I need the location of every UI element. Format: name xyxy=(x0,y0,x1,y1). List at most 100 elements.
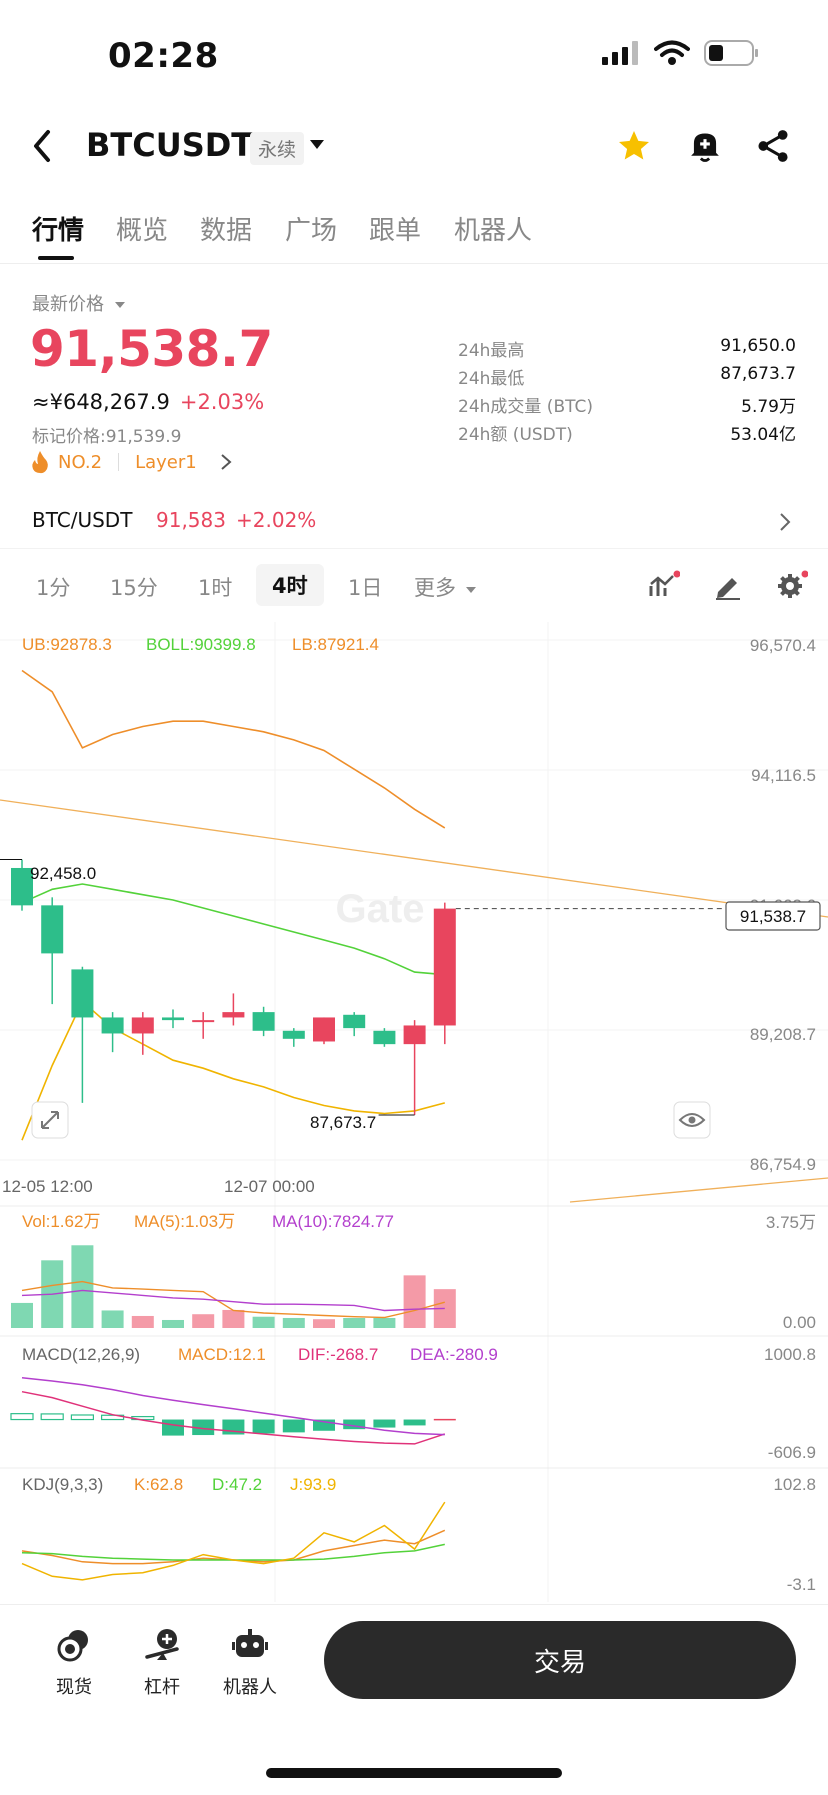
latest-price-label: 最新价格 xyxy=(32,294,104,315)
macd-histogram-bar xyxy=(403,1419,426,1426)
favorite-star-icon[interactable] xyxy=(616,128,652,164)
macd-histogram-bar xyxy=(192,1419,215,1436)
volume-tick: 0.00 xyxy=(783,1313,816,1332)
price-tick: 94,116.5 xyxy=(751,766,816,785)
robot-icon xyxy=(232,1629,268,1657)
kdj-j-legend: J:93.9 xyxy=(290,1475,336,1494)
macd-histogram-bar xyxy=(282,1419,305,1433)
latest-price-selector[interactable]: 最新价格 xyxy=(32,290,126,316)
tab-overview[interactable]: 概览 xyxy=(116,216,169,246)
tab-data[interactable]: 数据 xyxy=(200,216,253,246)
spot-entry[interactable]: 现货 xyxy=(34,1623,114,1699)
macd-histogram-bar xyxy=(373,1419,396,1428)
kdj-d-line xyxy=(21,1543,445,1561)
spot-pair-name: BTC/USDT xyxy=(32,508,133,532)
volume-bar xyxy=(373,1317,396,1328)
fullscreen-button[interactable] xyxy=(31,1101,69,1139)
boll-mid-line xyxy=(21,883,445,976)
sector-tag: Layer1 xyxy=(135,451,197,473)
trade-button[interactable]: 交易 xyxy=(324,1621,796,1699)
tab-market[interactable]: 行情 xyxy=(32,216,85,246)
tab-copy-trading[interactable]: 跟单 xyxy=(369,216,422,246)
kdj-tick: 102.8 xyxy=(773,1475,816,1494)
candle-body xyxy=(433,908,456,1026)
interval-1h[interactable]: 1时 xyxy=(198,576,233,600)
volume-bar xyxy=(252,1316,275,1328)
macd-histogram-bar xyxy=(313,1419,335,1431)
volume-bar xyxy=(11,1302,33,1328)
price-tick: 86,754.9 xyxy=(750,1155,816,1174)
candle-body xyxy=(403,1025,426,1045)
boll-upper-legend: UB:92878.3 xyxy=(22,635,112,654)
interval-4h[interactable]: 4时 xyxy=(256,564,324,606)
margin-entry[interactable]: 杠杆 xyxy=(122,1623,202,1699)
candle-body xyxy=(252,1012,275,1031)
volume-tick: 3.75万 xyxy=(766,1213,816,1232)
chevron-right-icon xyxy=(780,513,791,531)
volume-bar xyxy=(192,1314,215,1328)
macd-histogram-bar xyxy=(10,1413,34,1421)
spot-pair-link[interactable]: BTC/USDT 91,583 +2.02% xyxy=(0,500,828,544)
candle-body xyxy=(131,1017,154,1034)
last-price-tag xyxy=(725,901,821,931)
macd-dif-line xyxy=(21,1390,446,1445)
kline-chart[interactable]: Gate UB:92878.3 BOLL:90399.8 LB:87921.4 … xyxy=(0,622,828,1602)
candle-body xyxy=(343,1014,366,1029)
price-tick: 96,570.4 xyxy=(750,636,816,655)
macd-histogram-bar xyxy=(433,1418,456,1421)
home-indicator xyxy=(266,1768,562,1778)
stat-24h-low: 24h最低 87,673.7 xyxy=(458,364,796,389)
interval-15m[interactable]: 15分 xyxy=(110,576,158,600)
fire-icon xyxy=(32,451,48,474)
bot-entry[interactable]: 机器人 xyxy=(210,1623,290,1699)
stat-24h-high: 24h最高 91,650.0 xyxy=(458,336,796,361)
interval-1m[interactable]: 1分 xyxy=(36,576,71,600)
volume-bar xyxy=(282,1317,305,1328)
leverage-label: 杠杆 xyxy=(144,1677,180,1698)
cny-price-row: ≈¥648,267.9 +2.03% xyxy=(32,390,264,414)
share-icon[interactable] xyxy=(756,128,790,164)
macd-histogram-bar xyxy=(70,1414,95,1421)
rank-row[interactable]: NO.2 Layer1 xyxy=(30,450,233,474)
chart-settings-icon[interactable] xyxy=(776,570,808,600)
interval-more-label: 更多 xyxy=(414,576,456,600)
indicators-icon[interactable] xyxy=(648,570,680,600)
spot-price: 91,583 xyxy=(156,508,226,532)
kdj-k-line xyxy=(21,1529,446,1565)
trend-line xyxy=(569,1177,828,1203)
macd-legend: MACD(12,26,9) xyxy=(22,1345,140,1364)
macd-histogram-bar xyxy=(252,1419,275,1434)
bottom-action-bar: 现货 杠杆 机器人 交易 xyxy=(0,1604,828,1722)
kline-chart-area[interactable]: Gate UB:92878.3 BOLL:90399.8 LB:87921.4 … xyxy=(0,622,828,1602)
high-price-label: 92,458.0 xyxy=(30,864,96,883)
tab-square[interactable]: 广场 xyxy=(285,216,338,246)
tab-bots[interactable]: 机器人 xyxy=(454,216,533,246)
top-nav: BTCUSDT 永续 xyxy=(0,112,828,182)
expand-icon xyxy=(41,1111,59,1129)
signal-icon xyxy=(602,41,638,65)
volume-legend: Vol:1.62万 xyxy=(22,1212,100,1231)
stat-24h-turnover: 24h额 (USDT) 53.04亿 xyxy=(458,425,796,445)
candle-body xyxy=(11,867,33,906)
interval-1d[interactable]: 1日 xyxy=(348,576,383,600)
mark-price-value: 91,539.9 xyxy=(105,427,182,447)
rank-separator xyxy=(118,453,120,471)
price-alert-icon[interactable] xyxy=(688,128,722,164)
pair-title[interactable]: BTCUSDT xyxy=(86,126,254,164)
drawing-tool-icon[interactable] xyxy=(714,570,742,600)
macd-dea-legend: DEA:-280.9 xyxy=(410,1345,498,1364)
back-icon[interactable] xyxy=(28,126,58,166)
last-price: 91,538.7 xyxy=(30,320,273,378)
macd-tick: 1000.8 xyxy=(764,1345,816,1364)
pair-dropdown-icon[interactable] xyxy=(308,138,326,152)
volume-ma10-legend: MA(10):7824.77 xyxy=(272,1212,394,1231)
clock: 02:28 xyxy=(108,36,219,76)
kdj-legend: KDJ(9,3,3) xyxy=(22,1475,103,1494)
macd-tick: -606.9 xyxy=(768,1443,816,1462)
price-overview: 最新价格 91,538.7 ≈¥648,267.9 +2.03% 标记价格:91,… xyxy=(0,280,828,480)
macd-histogram-bar xyxy=(343,1419,366,1430)
toggle-visibility-button[interactable] xyxy=(673,1101,711,1139)
interval-more[interactable]: 更多 xyxy=(414,572,477,602)
volume-ma10-line xyxy=(21,1289,445,1312)
price-tick: 89,208.7 xyxy=(750,1025,816,1044)
